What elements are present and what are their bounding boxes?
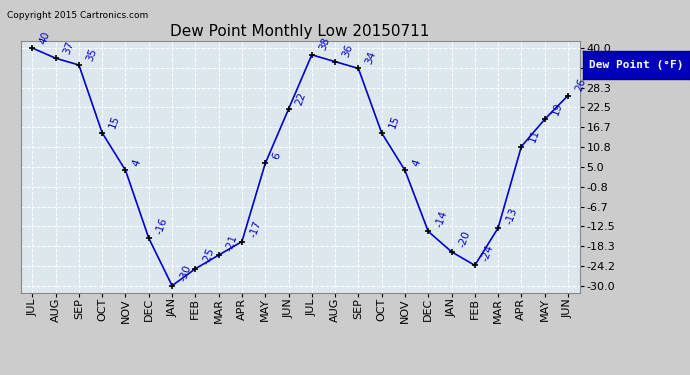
Text: 11: 11 — [527, 128, 541, 144]
Text: -24: -24 — [480, 243, 495, 262]
Title: Dew Point Monthly Low 20150711: Dew Point Monthly Low 20150711 — [170, 24, 430, 39]
Text: 40: 40 — [38, 30, 52, 45]
Text: -16: -16 — [155, 216, 170, 236]
Text: -13: -13 — [504, 206, 519, 225]
Text: 38: 38 — [317, 36, 331, 52]
Text: 6: 6 — [270, 151, 282, 161]
Text: Dew Point (°F): Dew Point (°F) — [589, 60, 684, 70]
Text: -17: -17 — [248, 219, 263, 239]
Text: 4: 4 — [131, 158, 143, 168]
Text: 22: 22 — [294, 90, 308, 106]
Text: -14: -14 — [434, 209, 449, 229]
Text: -20: -20 — [457, 230, 472, 249]
Text: -21: -21 — [224, 233, 239, 252]
Text: Copyright 2015 Cartronics.com: Copyright 2015 Cartronics.com — [7, 11, 148, 20]
Text: 36: 36 — [341, 43, 355, 59]
Text: 34: 34 — [364, 50, 378, 66]
Text: 37: 37 — [61, 40, 75, 56]
Text: 35: 35 — [84, 46, 99, 62]
Text: 26: 26 — [573, 77, 587, 93]
Text: 15: 15 — [108, 114, 121, 130]
Text: -30: -30 — [177, 264, 193, 283]
Text: -25: -25 — [201, 246, 216, 266]
Text: 19: 19 — [550, 101, 564, 117]
Text: 4: 4 — [411, 158, 422, 168]
Text: 15: 15 — [387, 114, 401, 130]
